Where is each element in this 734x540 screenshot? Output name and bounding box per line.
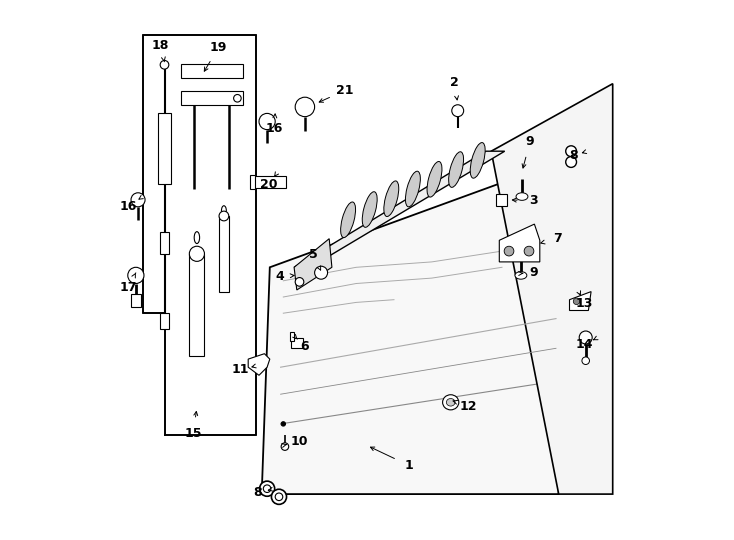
Text: 15: 15 — [184, 427, 202, 440]
Circle shape — [131, 193, 145, 207]
Text: 11: 11 — [231, 363, 249, 376]
Ellipse shape — [195, 232, 200, 244]
Text: 3: 3 — [529, 194, 537, 207]
Circle shape — [264, 485, 271, 492]
Polygon shape — [491, 84, 613, 494]
Text: 9: 9 — [529, 266, 537, 279]
Polygon shape — [570, 292, 591, 310]
Bar — [159, 232, 170, 254]
Ellipse shape — [405, 171, 421, 207]
Circle shape — [233, 94, 241, 102]
Circle shape — [566, 157, 576, 167]
Ellipse shape — [384, 181, 399, 217]
Text: 7: 7 — [553, 232, 562, 245]
Circle shape — [582, 357, 589, 364]
Circle shape — [219, 211, 229, 221]
Circle shape — [259, 113, 275, 130]
Text: 19: 19 — [210, 41, 228, 54]
Circle shape — [295, 278, 304, 286]
Text: 6: 6 — [301, 340, 309, 353]
Text: 10: 10 — [291, 435, 308, 448]
Text: 21: 21 — [335, 84, 353, 97]
Circle shape — [160, 60, 169, 69]
Bar — [251, 176, 286, 188]
Ellipse shape — [515, 272, 527, 279]
Text: 1: 1 — [404, 459, 413, 472]
Bar — [219, 216, 229, 292]
Text: 16: 16 — [266, 122, 283, 135]
Circle shape — [260, 481, 275, 496]
Circle shape — [573, 298, 580, 305]
Circle shape — [281, 422, 286, 426]
Text: 18: 18 — [152, 39, 170, 52]
Polygon shape — [248, 354, 270, 375]
Circle shape — [272, 489, 286, 504]
Text: 8: 8 — [254, 486, 262, 499]
Text: 14: 14 — [575, 338, 593, 351]
Bar — [159, 313, 170, 329]
Bar — [250, 175, 255, 189]
Bar — [291, 332, 294, 341]
Bar — [189, 254, 205, 356]
Text: 9: 9 — [526, 135, 534, 148]
Circle shape — [504, 246, 514, 256]
Circle shape — [452, 105, 464, 117]
Bar — [495, 194, 507, 206]
Circle shape — [566, 146, 576, 157]
Text: 12: 12 — [459, 400, 477, 413]
Text: 5: 5 — [308, 248, 317, 261]
Circle shape — [275, 493, 283, 501]
Text: 8: 8 — [569, 149, 578, 162]
Bar — [131, 294, 141, 307]
Circle shape — [281, 443, 288, 450]
Circle shape — [315, 266, 327, 279]
Ellipse shape — [516, 193, 528, 200]
Text: 20: 20 — [260, 178, 277, 191]
Text: 4: 4 — [275, 270, 284, 283]
Text: 13: 13 — [575, 297, 593, 310]
Polygon shape — [262, 162, 559, 494]
Circle shape — [295, 97, 315, 117]
Ellipse shape — [470, 143, 485, 178]
Bar — [291, 338, 303, 348]
Ellipse shape — [222, 206, 226, 215]
Polygon shape — [499, 224, 539, 262]
Ellipse shape — [448, 152, 464, 187]
Polygon shape — [294, 239, 332, 290]
Ellipse shape — [363, 192, 377, 227]
Text: 17: 17 — [120, 281, 137, 294]
Circle shape — [189, 246, 205, 261]
Circle shape — [128, 267, 144, 284]
Polygon shape — [294, 151, 505, 267]
Circle shape — [579, 331, 592, 344]
Text: 16: 16 — [120, 200, 137, 213]
Ellipse shape — [427, 161, 442, 197]
Bar — [158, 113, 171, 184]
Bar — [181, 64, 243, 78]
Bar — [181, 91, 243, 105]
Ellipse shape — [341, 202, 355, 238]
Ellipse shape — [443, 395, 459, 410]
Circle shape — [524, 246, 534, 256]
Ellipse shape — [446, 399, 455, 406]
Text: 2: 2 — [450, 76, 459, 89]
Polygon shape — [143, 35, 256, 435]
